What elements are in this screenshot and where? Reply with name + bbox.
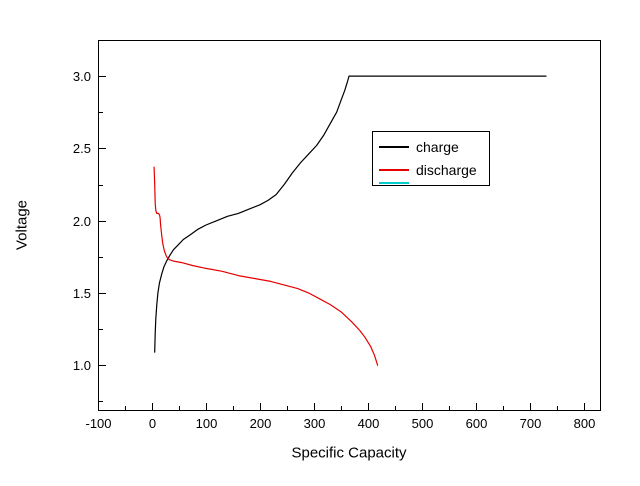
x-tick-label: 500: [412, 416, 434, 431]
legend: charge discharge: [372, 131, 490, 186]
plot-frame: [98, 40, 601, 411]
x-tick-label: 600: [466, 416, 488, 431]
discharge-curve: [153, 166, 379, 366]
legend-item-charge: charge: [373, 140, 489, 154]
charge-line-sample: [379, 146, 409, 149]
y-tick-label: 2.0: [73, 214, 91, 229]
legend-label-discharge: discharge: [416, 161, 477, 178]
x-tick-label: 700: [520, 416, 542, 431]
x-tick-label: -100: [85, 416, 111, 431]
legend-extra-cyan-line: [379, 182, 409, 184]
x-tick-label: 200: [250, 416, 272, 431]
x-axis-title: Specific Capacity: [291, 444, 407, 462]
legend-label-charge: charge: [416, 139, 459, 156]
y-tick-label: 1.0: [73, 358, 91, 373]
y-tick-label: 2.5: [73, 141, 91, 156]
x-tick-label: 800: [574, 416, 596, 431]
discharge-line-sample: [379, 168, 409, 171]
charge-curve: [154, 75, 547, 353]
y-axis-title: Voltage: [13, 199, 31, 251]
x-tick-label: 400: [358, 416, 380, 431]
legend-item-discharge: discharge: [373, 163, 489, 177]
x-tick-label: 0: [149, 416, 156, 431]
x-tick-label: 300: [304, 416, 326, 431]
y-tick-label: 3.0: [73, 69, 91, 84]
x-tick-label: 100: [196, 416, 218, 431]
y-tick-label: 1.5: [73, 286, 91, 301]
